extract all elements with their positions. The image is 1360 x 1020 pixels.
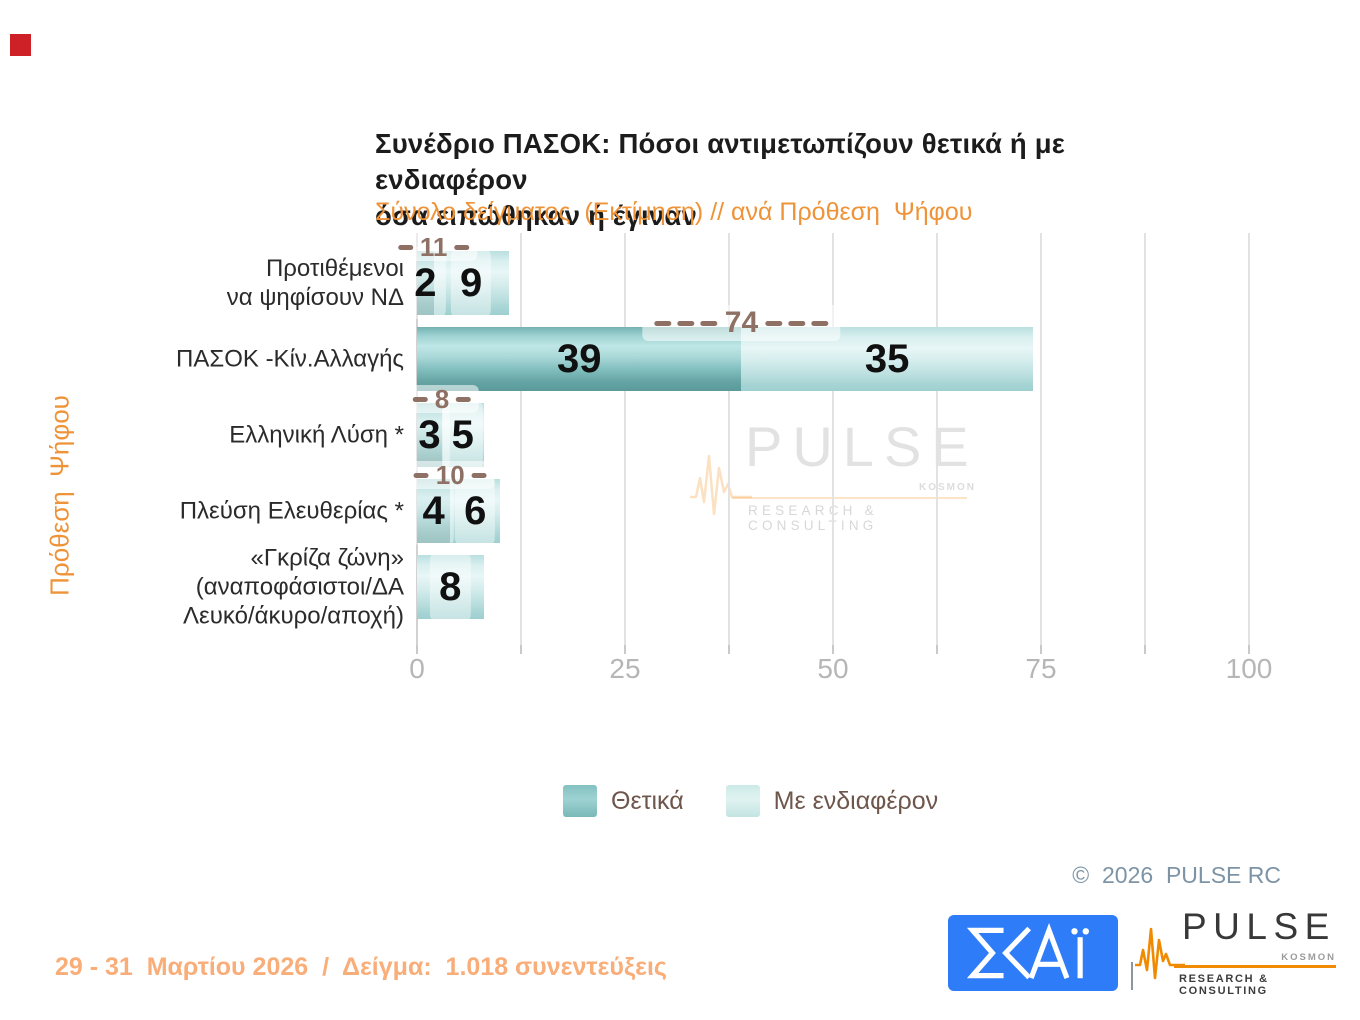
skai-logo-glyphs <box>967 923 1090 980</box>
gridline <box>1248 233 1250 645</box>
pulse-logo: PULSE KOSMON RESEARCH & CONSULTING <box>1135 906 1338 1000</box>
category-label: «Γκρίζα ζώνη» (αναποφάσιστοι/ΔΑ Λευκό/άκυρ… <box>183 544 404 630</box>
gridline <box>624 233 626 645</box>
x-tick-mark <box>936 645 938 654</box>
total-label: 10 <box>405 461 495 489</box>
value-label-endiaferon: 8 <box>430 551 471 623</box>
pulse-watermark: PULSE KOSMON RESEARCH & CONSULTING <box>690 415 990 533</box>
x-tick-label: 100 <box>1225 653 1273 684</box>
pulse-logo-name: PULSE <box>1182 906 1336 947</box>
pulse-waveform-icon <box>1135 927 1185 980</box>
chart-title: Συνέδριο ΠΑΣΟΚ: Πόσοι αντιμετωπίζουν θετ… <box>375 126 1205 234</box>
watermark-kosmon: KOSMON <box>919 482 976 493</box>
copyright-text: © 2026 PULSE RC <box>1072 862 1281 888</box>
gridline <box>936 233 938 645</box>
value-label-thetika: 39 <box>556 337 602 381</box>
gridline <box>728 233 730 645</box>
category-label: Πλεύση Ελευθερίας * <box>179 497 404 525</box>
skai-logo <box>948 915 1118 991</box>
category-label: Ελληνική Λύση * <box>229 421 404 449</box>
gridline <box>1040 233 1042 645</box>
pulse-waveform-icon <box>690 454 752 516</box>
chart-subtitle: Σύνολο δείγματος (Εκτίμηση) // ανά Πρόθε… <box>375 198 973 226</box>
x-tick-mark <box>832 645 834 654</box>
total-label: 74 <box>642 305 841 341</box>
category-label: Προτιθέμενοι να ψηφίσουν ΝΔ <box>226 255 404 311</box>
x-tick-label: 25 <box>609 653 641 684</box>
chart-title-line1: Συνέδριο ΠΑΣΟΚ: Πόσοι αντιμετωπίζουν θετ… <box>375 128 1066 195</box>
watermark-subtext: RESEARCH & CONSULTING <box>748 503 878 533</box>
x-tick-mark <box>1144 645 1146 654</box>
x-tick-mark <box>520 645 522 654</box>
bar-segment-endiaferon <box>417 555 484 619</box>
watermark-name: PULSE <box>745 415 979 478</box>
x-tick-mark <box>624 645 626 654</box>
red-square-marker <box>10 34 31 56</box>
pulse-logo-subtext: RESEARCH & CONSULTING <box>1179 973 1269 997</box>
gridline <box>832 233 834 645</box>
x-tick-mark <box>1248 645 1250 654</box>
total-label: 8 <box>404 385 480 413</box>
legend-label-thetika: Θετικά <box>611 786 684 815</box>
bar-segment-thetika <box>417 251 434 315</box>
x-tick-mark <box>416 645 418 654</box>
gridline <box>1144 233 1146 645</box>
bar-segment-thetika <box>417 479 451 543</box>
bar-segment-endiaferon <box>433 251 509 315</box>
pulse-logo-kosmon: KOSMON <box>1281 952 1336 963</box>
plot-area: PULSE KOSMON RESEARCH & CONSULTING 0 25 50… <box>389 233 1292 684</box>
legend: Θετικά Με ενδιαφέρον <box>563 785 938 817</box>
x-tick-mark <box>728 645 730 654</box>
legend-swatch-thetika <box>563 785 597 817</box>
fieldwork-note: 29 - 31 Μαρτίου 2026 / Δείγμα: 1.018 συν… <box>55 953 667 981</box>
x-tick-label: 0 <box>409 653 425 684</box>
x-tick-label: 75 <box>1025 653 1057 684</box>
bar-segment-endiaferon <box>450 479 501 543</box>
x-tick-mark <box>1040 645 1042 654</box>
category-axis: Προτιθέμενοι να ψηφίσουν ΝΔ ΠΑΣΟΚ -Κίν.Αλλ… <box>0 233 406 645</box>
total-label: 11 <box>389 233 478 261</box>
logo-divider <box>1131 962 1133 990</box>
value-label-endiaferon: 35 <box>864 337 910 381</box>
bar-segment-endiaferon <box>441 403 484 467</box>
pulse-logo-line <box>1174 965 1336 968</box>
x-tick-label: 50 <box>817 653 849 684</box>
legend-label-endiaferon: Με ενδιαφέρον <box>773 786 939 815</box>
watermark-line <box>732 497 967 499</box>
bar-segment-thetika <box>417 403 442 467</box>
category-label: ΠΑΣΟΚ -Κίν.Αλλαγής <box>176 345 404 373</box>
gridline <box>520 233 522 645</box>
chart-title-line2: όσα ειπώθηκαν ή έγιναν <box>375 200 697 231</box>
legend-swatch-endiaferon <box>725 785 760 817</box>
